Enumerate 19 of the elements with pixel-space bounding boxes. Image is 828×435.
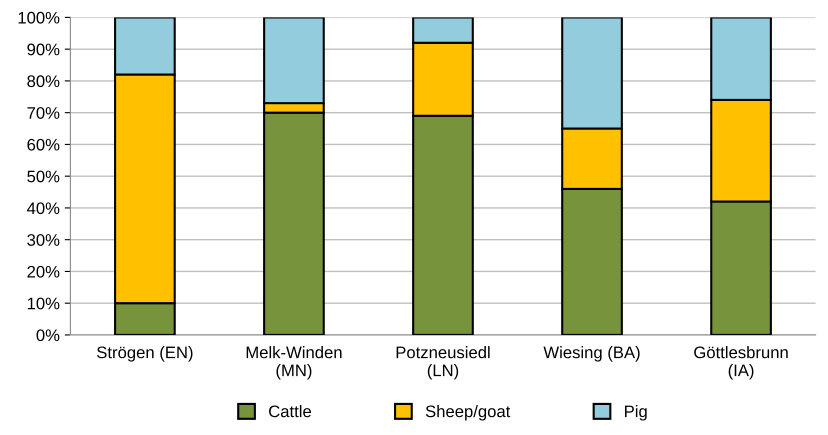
y-tick-label: 30% <box>27 234 60 246</box>
y-tick-label: 40% <box>26 202 60 214</box>
x-tick-label: Melk-Winden (MN) <box>246 346 342 380</box>
y-tick-label: 50% <box>27 170 60 182</box>
x-tick-label: Potzneusiedl (LN) <box>396 346 490 380</box>
y-tick-label: 20% <box>27 266 60 278</box>
x-tick-label: Göttlesbrunn (IA) <box>694 346 788 380</box>
y-tick-label: 70% <box>27 107 60 119</box>
legend-label: Cattle <box>269 405 312 418</box>
x-tick-label: Wiesing (BA) <box>543 346 640 362</box>
y-tick-label: 60% <box>27 138 60 151</box>
y-tick-label: 80% <box>27 75 60 88</box>
y-tick-label: 90% <box>27 44 60 56</box>
y-tick-label: 10% <box>28 298 60 310</box>
legend-label: Pig <box>625 405 647 421</box>
x-tick-label: Strögen (EN) <box>97 346 192 362</box>
y-tick-label: 100% <box>18 12 60 24</box>
legend-label: Sheep/goat <box>426 405 510 421</box>
y-tick-label: 0% <box>36 329 60 342</box>
